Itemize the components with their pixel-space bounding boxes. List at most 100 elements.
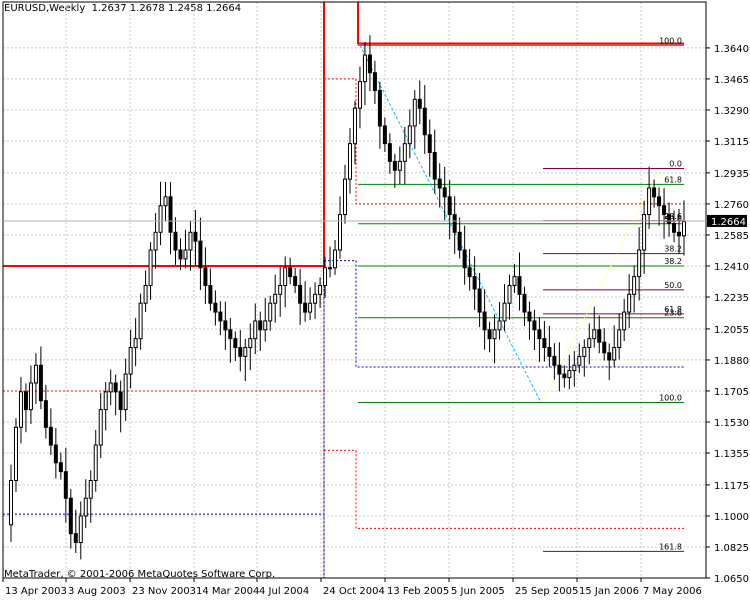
y-tick-label: 1.2235 (714, 293, 749, 304)
candle-body (657, 196, 662, 207)
candle-body (382, 125, 387, 145)
x-tick-label: 24 Oct 2004 (323, 586, 385, 597)
candle-body (8, 479, 13, 526)
x-tick-label: 4 Jul 2004 (259, 586, 309, 597)
candle-body (627, 293, 632, 313)
trend-lines (359, 45, 661, 401)
candle-body (502, 302, 507, 322)
y-tick-label: 1.3465 (714, 75, 749, 86)
fib-level-label: 0.0 (669, 159, 682, 168)
candle-body (123, 373, 128, 411)
candle-body (622, 311, 627, 331)
candle-body (208, 284, 213, 304)
candle-body (667, 214, 672, 224)
y-tick-label: 1.1530 (714, 418, 749, 429)
candle-body (263, 320, 268, 331)
candle-body (288, 267, 293, 278)
candle-body (537, 329, 542, 340)
candle-body (278, 284, 283, 295)
candle-body (73, 533, 78, 544)
candle-body (587, 338, 592, 349)
timeframe-label: Weekly (49, 3, 86, 14)
candle-body (472, 276, 477, 290)
candle-body (422, 107, 427, 136)
candle-body (343, 178, 347, 216)
candle-body (33, 364, 38, 384)
candle-body (63, 471, 68, 499)
candle-body (632, 276, 637, 295)
candle-body (432, 152, 437, 180)
candle-body (387, 143, 392, 162)
current-price-tag (707, 214, 747, 227)
high-value: 1.2678 (129, 3, 165, 14)
candle-body (357, 81, 362, 109)
candle-body (28, 382, 33, 411)
candle-body (347, 143, 352, 180)
fib-level-label: 23.6 (664, 309, 682, 318)
y-tick-label: 1.2935 (714, 169, 749, 180)
candle-body (178, 249, 183, 260)
candle-body (268, 302, 273, 322)
current-price-label: 1.2664 (711, 217, 746, 228)
candle-body (283, 267, 288, 286)
x-tick-label: 15 Jan 2006 (579, 586, 639, 597)
candle-body (243, 347, 248, 357)
candle-body (108, 382, 113, 393)
candle-body (487, 329, 492, 340)
candle-body (362, 54, 367, 83)
candle-body (507, 284, 512, 304)
candle-body (647, 187, 652, 216)
fib-level-label: 50.0 (664, 215, 682, 224)
y-tick-label: 1.1175 (714, 481, 749, 492)
candle-body (552, 355, 557, 366)
candle-body (467, 267, 472, 278)
candle-body (23, 391, 28, 411)
x-tick-label: 7 May 2006 (643, 586, 702, 597)
candle-body (163, 196, 168, 207)
candle-body (313, 293, 318, 304)
candle-body (607, 352, 612, 361)
x-tick-label: 5 Jun 2005 (451, 586, 505, 597)
candle-body (442, 187, 447, 198)
candle-body (457, 231, 462, 251)
candle-body (672, 222, 677, 233)
candle-body (43, 400, 48, 428)
candle-body (377, 89, 382, 127)
candle-body (642, 214, 647, 251)
candle-body (547, 347, 552, 357)
candle-body (258, 320, 263, 331)
candle-body (417, 98, 422, 109)
candle-body (253, 320, 258, 340)
candle-body (662, 205, 667, 216)
candle-body (612, 347, 617, 361)
candles (8, 35, 686, 560)
candle-body (303, 302, 308, 313)
open-value: 1.2637 (91, 3, 127, 14)
candle-body (517, 276, 522, 295)
candle-body (592, 329, 597, 340)
candle-body (637, 249, 642, 278)
trend-line-up (542, 168, 661, 401)
candle-body (183, 249, 188, 260)
candle-body (527, 311, 532, 322)
candle-body (567, 370, 572, 379)
x-tick-label: 25 Sep 2005 (515, 586, 578, 597)
y-tick-label: 1.2055 (714, 325, 749, 336)
candle-body (233, 338, 238, 349)
x-tick-label: 14 Mar 2004 (196, 586, 259, 597)
candle-body (597, 329, 602, 343)
candle-body (248, 338, 253, 349)
candle-body (557, 364, 562, 375)
candle-body (462, 249, 467, 269)
candle-body (48, 426, 53, 446)
candle-body (577, 355, 582, 366)
candle-body (477, 288, 482, 313)
candle-body (88, 479, 93, 499)
fib-level-label: 23.6 (664, 212, 682, 221)
candle-body (18, 391, 23, 428)
candle-body (113, 382, 118, 393)
red-top-bracket (357, 2, 684, 45)
candle-body (497, 320, 502, 331)
